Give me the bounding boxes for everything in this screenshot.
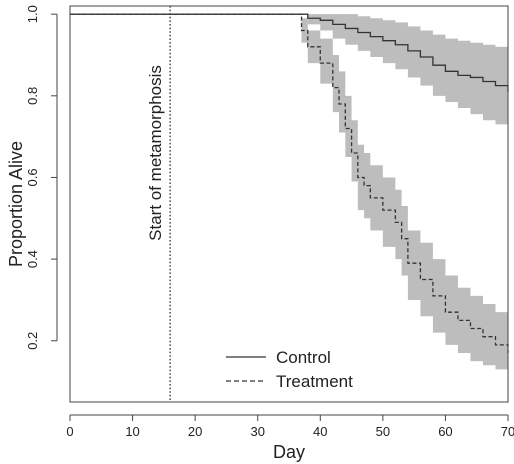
survival-lines: [70, 13, 509, 354]
y-axis: 0.2 0.4 0.6 0.8 1.0: [25, 5, 58, 350]
x-axis: 0 10 20 30 40 50 60 70: [66, 414, 514, 439]
x-tick-label: 30: [250, 424, 264, 439]
y-axis-label: Proportion Alive: [6, 141, 26, 267]
ci-band-treatment: [70, 14, 508, 374]
series-line-treatment: [70, 13, 509, 354]
legend-label-treatment: Treatment: [276, 372, 353, 391]
metamorphosis-annotation: Start of metamorphosis: [146, 65, 165, 241]
x-tick-label: 10: [125, 424, 139, 439]
ci-band-control: [70, 14, 508, 129]
x-tick-label: 0: [66, 424, 73, 439]
y-tick-label: 1.0: [25, 5, 40, 23]
y-tick-label: 0.8: [25, 87, 40, 105]
series-line-control: [70, 13, 509, 92]
x-tick-label: 40: [313, 424, 327, 439]
y-tick-label: 0.4: [25, 250, 40, 268]
confidence-bands: [70, 14, 508, 374]
x-axis-label: Day: [273, 442, 305, 462]
legend: Control Treatment: [226, 348, 353, 391]
x-tick-label: 20: [188, 424, 202, 439]
x-tick-label: 70: [501, 424, 514, 439]
x-tick-label: 60: [438, 424, 452, 439]
y-tick-label: 0.6: [25, 168, 40, 186]
y-tick-label: 0.2: [25, 332, 40, 350]
plot-frame: [69, 5, 509, 403]
legend-label-control: Control: [276, 348, 331, 367]
x-tick-label: 50: [376, 424, 390, 439]
